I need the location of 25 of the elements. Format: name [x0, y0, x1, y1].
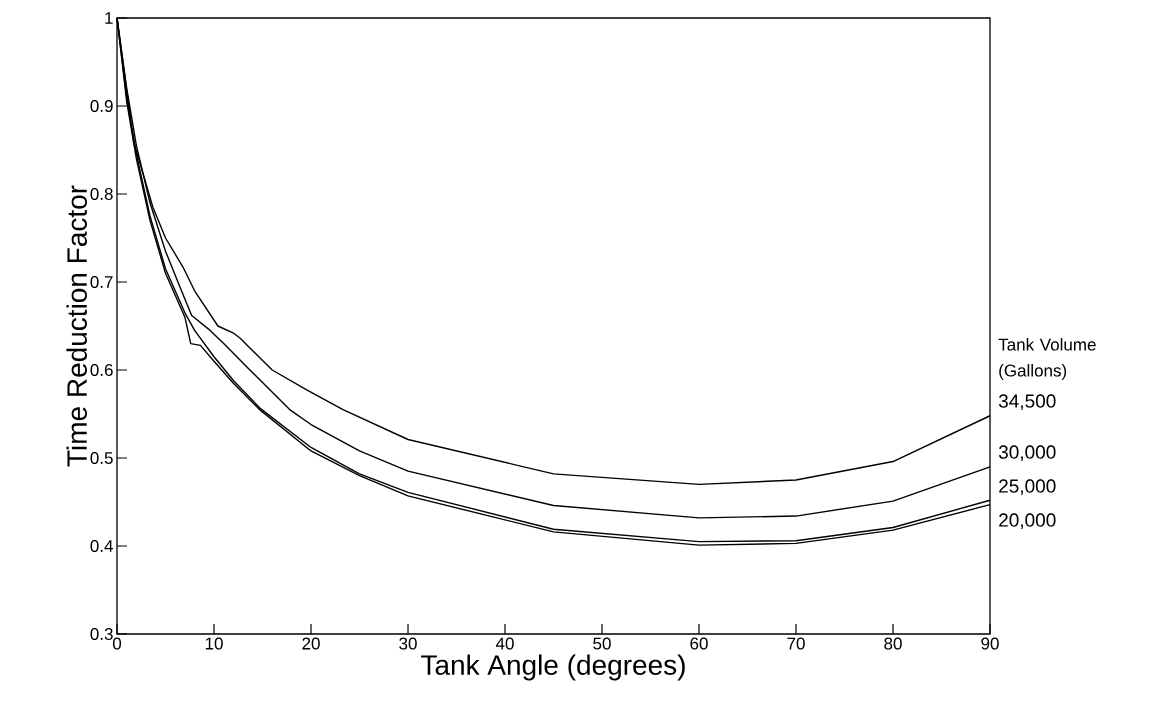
x-tick-label: 10 — [205, 637, 223, 650]
y-tick-label: 0.4 — [90, 539, 113, 553]
y-tick-label: 1 — [105, 12, 113, 24]
y-tick-label: 0.6 — [90, 363, 113, 377]
x-tick-label: 70 — [787, 637, 805, 650]
x-tick-label: 80 — [884, 637, 902, 650]
y-tick-label: 0.9 — [90, 99, 113, 113]
series-label: 25,000 — [999, 479, 1056, 496]
series-label: 30,000 — [998, 445, 1056, 462]
x-tick-label: 90 — [981, 637, 999, 650]
x-tick-label: 30 — [399, 637, 417, 650]
y-axis-title: Time Reduction Factor — [66, 185, 87, 467]
x-tick-label: 60 — [690, 637, 708, 650]
y-tick-label: 0.8 — [90, 187, 113, 201]
series-label: 34,500 — [998, 394, 1056, 410]
x-axis-title: Tank Angle (degrees) — [421, 654, 685, 681]
x-tick-label: 20 — [302, 637, 320, 650]
x-tick-label: 0 — [112, 637, 122, 650]
y-tick-label: 0.7 — [90, 275, 113, 289]
y-tick-label: 0.5 — [90, 451, 113, 465]
y-tick-label: 0.3 — [90, 627, 113, 641]
legend-title: Tank Volume (Gallons) — [998, 338, 1096, 380]
x-tick-label: 40 — [495, 637, 514, 650]
x-tick-label: 50 — [593, 637, 611, 650]
series-label: 20,000 — [999, 513, 1056, 530]
